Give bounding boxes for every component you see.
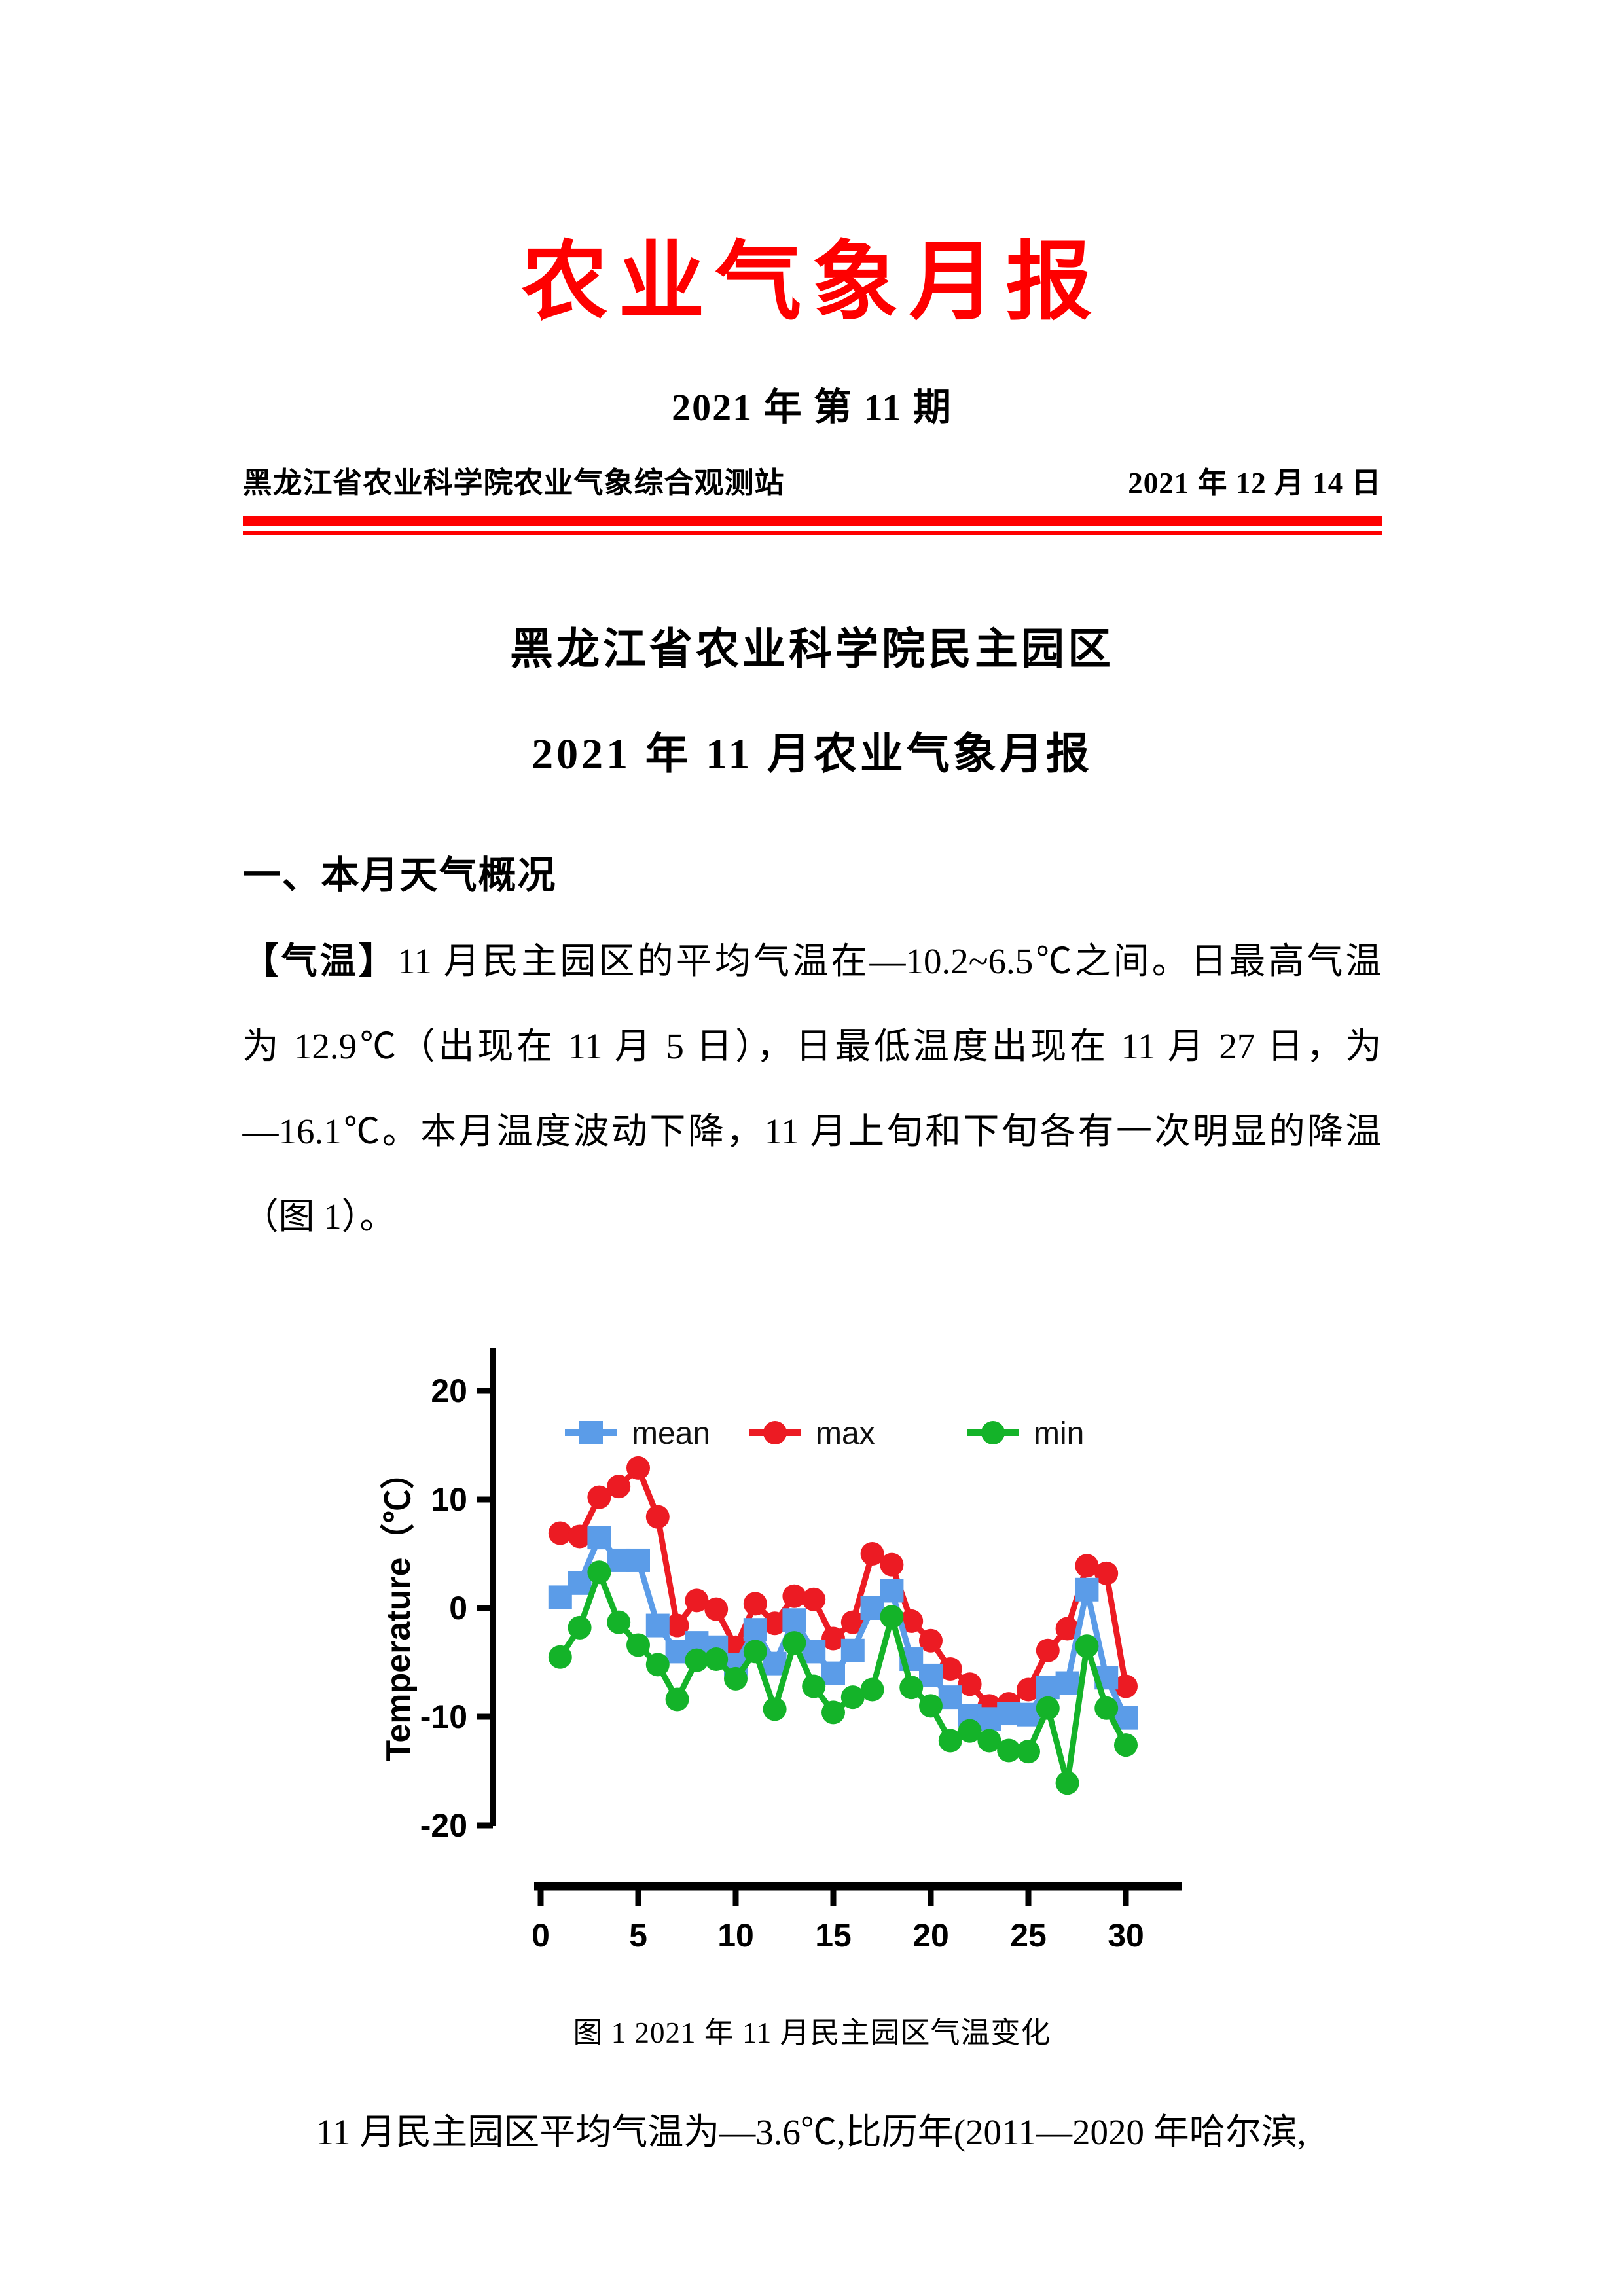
svg-text:15: 15 [815, 1917, 852, 1954]
svg-text:30: 30 [1108, 1917, 1144, 1954]
series-min [548, 1560, 1138, 1795]
svg-text:10: 10 [717, 1917, 754, 1954]
series-max [548, 1456, 1138, 1717]
issue-date: 2021 年 12 月 14 日 [1128, 466, 1382, 499]
svg-text:10: 10 [431, 1481, 467, 1518]
svg-text:max: max [816, 1416, 875, 1451]
temperature-paragraph: 【气温】11 月民主园区的平均气温在—10.2~6.5℃之间。日最高气温 为 1… [243, 919, 1382, 1259]
masthead-row: 黑龙江省农业科学院农业气象综合观测站 2021 年 12 月 14 日 [243, 459, 1382, 501]
svg-text:20: 20 [431, 1372, 467, 1409]
svg-text:-20: -20 [420, 1807, 467, 1844]
temperature-chart-container: 20 10 0 -10 -20 Temperature（℃） 0 5 10 15 20 25 30 mea… [370, 1285, 1221, 1982]
svg-text:min: min [1034, 1416, 1084, 1451]
svg-text:5: 5 [629, 1917, 647, 1954]
red-double-rule [242, 515, 1382, 535]
svg-text:20: 20 [912, 1917, 949, 1954]
section-title: 一、本月天气概况 [242, 853, 557, 897]
y-axis: 20 10 0 -10 -20 Temperature（℃） [380, 1347, 496, 1844]
report-heading-line1: 黑龙江省农业科学院民主园区 [510, 625, 1114, 673]
figure-1: 20 10 0 -10 -20 Temperature（℃） 0 5 10 15 20 25 30 mea… [370, 1285, 1221, 1982]
svg-text:0: 0 [449, 1590, 467, 1626]
closing-paragraph: 11 月民主园区平均气温为—3.6℃,比历年(2011—2020 年哈尔滨, [316, 2111, 1307, 2152]
page-content: 农业气象月报 2021 年 第 11 期 黑龙江省农业科学院农业气象综合观测站 … [242, 0, 1382, 2155]
svg-text:mean: mean [632, 1416, 710, 1451]
y-axis-label: Temperature（℃） [380, 1455, 418, 1761]
org-name: 黑龙江省农业科学院农业气象综合观测站 [242, 466, 785, 499]
issue-line: 2021 年 第 11 期 [672, 386, 952, 429]
x-axis: 0 5 10 15 20 25 30 [532, 1882, 1182, 1954]
para-line-4: （图 1）。 [242, 1196, 396, 1236]
figure-caption: 图 1 2021 年 11 月民主园区气温变化 [573, 2016, 1051, 2049]
para-line-3: —16.1℃。本月温度波动下降，11 月上旬和下旬各有一次明显的降温 [242, 1111, 1382, 1151]
svg-text:25: 25 [1010, 1917, 1047, 1954]
chart-legend: mean max min [564, 1416, 1084, 1451]
document-title: 农业气象月报 [521, 234, 1103, 331]
svg-text:-10: -10 [420, 1698, 467, 1735]
para-line-2: 为 12.9℃（出现在 11 月 5 日），日最低温度出现在 11 月 27 日… [242, 1026, 1382, 1066]
report-heading-line2: 2021 年 11 月农业气象月报 [532, 730, 1092, 778]
para-tag: 【气温】 [242, 941, 398, 981]
temperature-chart: 20 10 0 -10 -20 Temperature（℃） 0 5 10 15 20 25 30 mea… [380, 1347, 1182, 1954]
svg-text:0: 0 [532, 1917, 550, 1954]
para-line-1: 【气温】11 月民主园区的平均气温在—10.2~6.5℃之间。日最高气温 [242, 941, 1382, 981]
